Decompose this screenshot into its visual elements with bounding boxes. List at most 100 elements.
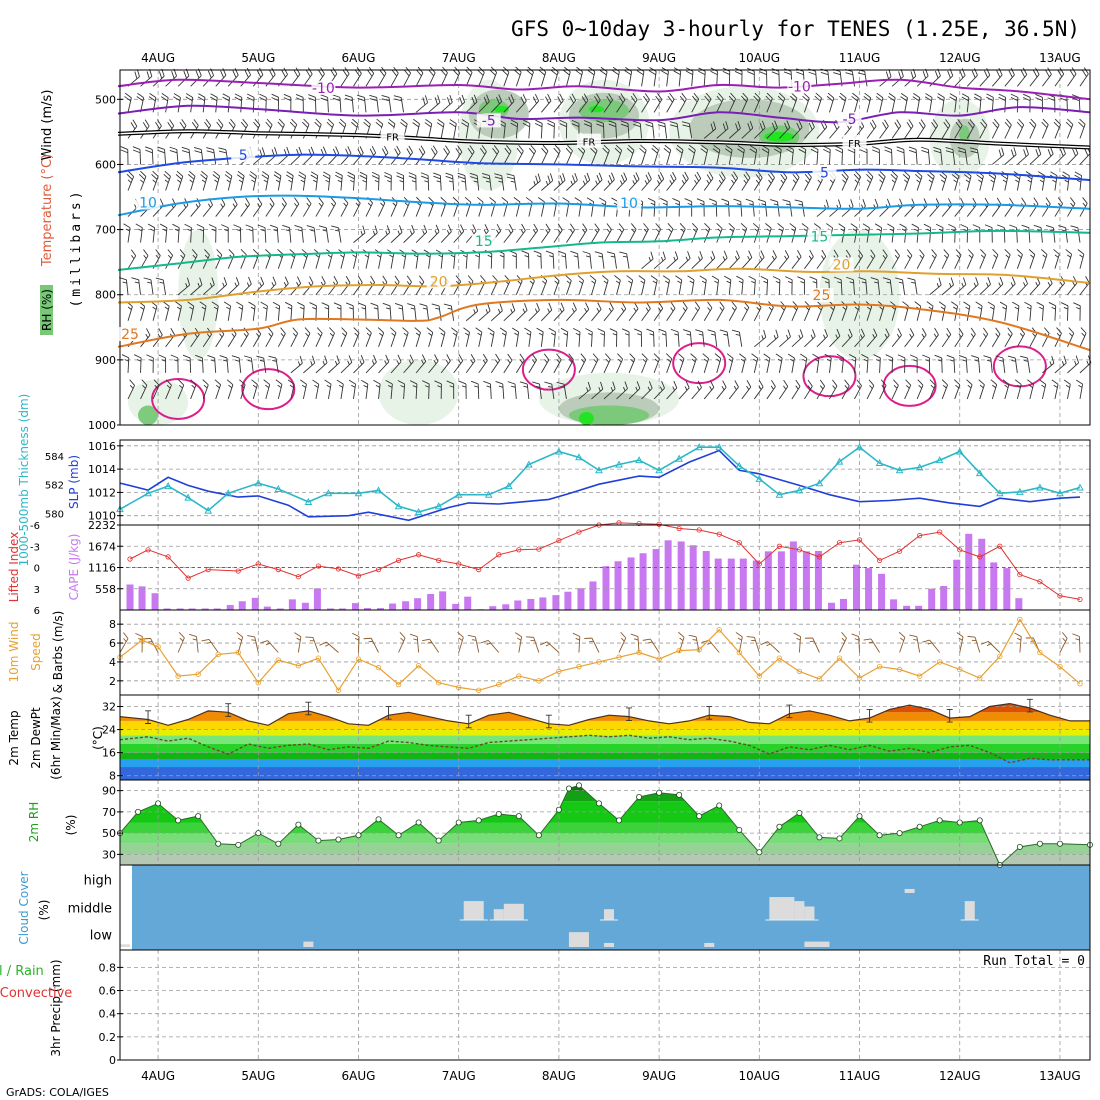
upper-wind-barb-362 [465, 353, 476, 374]
upper-wind-barb-518-staff [616, 359, 624, 374]
upper-wind-barb-21-staff [138, 279, 141, 295]
upper-wind-barb-348-halffeather [452, 332, 457, 336]
upper-wind-barb-363-feather-0 [458, 380, 467, 385]
upper-wind-barb-657 [753, 250, 765, 269]
upper-wind-barb-566-feather-0 [674, 251, 679, 259]
upper-wind-barb-152 [260, 301, 268, 321]
upper-wind-barb-538-staff [641, 201, 644, 217]
upper-wind-barb-271-halffeather [384, 360, 387, 365]
cape-bar-6 [201, 608, 209, 610]
upper-wind-barb-826-staff [916, 255, 925, 269]
upper-wind-barb-610-halffeather [709, 386, 713, 391]
upper-wind-barb-590-halffeather [687, 202, 692, 206]
upper-wind-barb-885 [973, 93, 982, 113]
upper-wind-barb-200 [315, 197, 324, 217]
upper-wind-barb-578-feather-0 [679, 223, 686, 230]
upper-wind-barb-256-feather-0 [358, 302, 366, 307]
wind-point-36 [836, 655, 843, 661]
upper-wind-barb-370-feather-0 [484, 224, 489, 232]
upper-wind-barb-30-feather-0 [152, 170, 159, 177]
upper-wind-barb-307-feather-0 [419, 275, 425, 283]
upper-wind-barb-903 [984, 224, 993, 243]
upper-wind-barb-100-staff [215, 305, 219, 321]
upper-wind-barb-403-staff [515, 71, 522, 87]
upper-wind-barb-67-feather-0 [193, 119, 199, 126]
upper-wind-barb-91-feather-1 [220, 70, 225, 78]
upper-wind-barb-321 [419, 303, 430, 321]
upper-wind-barb-252-halffeather [367, 202, 372, 207]
upper-wind-barb-153 [265, 327, 274, 348]
upper-wind-barb-167 [268, 355, 279, 373]
cape-bar-14 [301, 602, 309, 610]
upper-wind-barb-807-feather-1 [900, 96, 908, 102]
upper-wind-barb-890-feather-0 [972, 224, 980, 229]
upper-wind-barb-43 [163, 170, 171, 191]
upper-wind-barb-464-feather-0 [572, 302, 577, 310]
upper-wind-barb-971-staff [1054, 305, 1057, 321]
upper-wind-barb-895-staff [978, 357, 981, 373]
upper-wind-barb-698-halffeather [793, 306, 797, 311]
upper-wind-barb-474-staff [578, 229, 588, 243]
upper-wind-barb-681-halffeather [773, 203, 779, 206]
wind10m-barb-7 [247, 635, 259, 653]
upper-wind-barb-148-staff [265, 203, 275, 217]
upper-wind-barb-792-halffeather [881, 385, 886, 389]
upper-wind-barb-722 [816, 249, 827, 269]
upper-wind-barb-984-halffeather [1063, 307, 1069, 310]
rh-point-14 [395, 832, 402, 839]
upper-wind-barb-39 [165, 68, 177, 87]
upper-wind-barb-124-feather-0 [240, 249, 247, 256]
upper-wind-barb-564 [660, 197, 668, 217]
wind10m-barb-33-feather-0 [760, 641, 768, 646]
thickness-point-2 [164, 482, 172, 490]
upper-wind-barb-615-feather-0 [720, 171, 726, 179]
upper-wind-barb-332-halffeather [438, 254, 443, 258]
wind10m-barb-29-halffeather [692, 639, 697, 641]
upper-wind-barb-181-halffeather [289, 384, 294, 388]
upper-wind-barb-228-staff [340, 254, 346, 269]
upper-wind-barb-244-feather-0 [353, 327, 360, 334]
lifted-point-4 [205, 567, 211, 573]
upper-wind-barb-935-feather-0 [1014, 379, 1022, 385]
upper-wind-barb-115-feather-0 [219, 355, 228, 359]
cape-bar-30 [502, 604, 510, 610]
upper-wind-barb-624-feather-1 [722, 70, 730, 75]
upper-wind-barb-597 [691, 380, 702, 400]
upper-wind-barb-823-halffeather [916, 179, 921, 183]
upper-wind-barb-537-staff [641, 178, 652, 191]
lifted-point-1 [145, 547, 151, 553]
upper-wind-barb-402-staff [502, 383, 505, 399]
upper-wind-barb-428-staff [526, 383, 530, 399]
upper-wind-barb-40-feather-0 [161, 93, 169, 98]
upper-wind-barb-977 [1065, 118, 1074, 139]
upper-wind-barb-8-halffeather [122, 281, 127, 284]
rh-point-32 [736, 826, 743, 833]
rh-point-20 [515, 813, 522, 820]
upper-wind-barb-551 [647, 197, 656, 217]
upper-wind-barb-102-staff [214, 357, 217, 373]
upper-wind-barb-854-staff [941, 306, 946, 321]
upper-wind-barb-522-feather-0 [620, 120, 629, 124]
upper-wind-barb-629-feather-0 [721, 198, 729, 203]
upper-wind-barb-452-staff [553, 331, 556, 347]
upper-wind-barb-260-feather-1 [379, 69, 385, 77]
upper-wind-barb-521-feather-0 [632, 93, 638, 101]
thickness-point-22 [615, 460, 623, 468]
upper-wind-barb-574-feather-0 [669, 121, 678, 124]
lifted-point-40 [937, 529, 943, 535]
upper-wind-barb-954-feather-0 [1045, 197, 1051, 205]
upper-wind-barb-471-feather-1 [577, 147, 584, 154]
upper-wind-barb-668-staff [764, 201, 768, 217]
upper-wind-barb-420-halffeather [533, 180, 536, 186]
upper-wind-barb-997-feather-0 [1073, 302, 1081, 307]
upper-wind-barb-147-feather-1 [261, 174, 269, 180]
upper-wind-barb-944-halffeather [1035, 282, 1039, 287]
upper-wind-barb-335-staff [440, 332, 446, 347]
upper-wind-barb-881-feather-0 [970, 327, 976, 335]
upper-wind-barb-762 [846, 276, 855, 295]
cloud-block-middle-2 [503, 903, 524, 920]
upper-wind-barb-32-halffeather [150, 228, 155, 232]
upper-wind-barb-330-feather-0 [440, 196, 447, 203]
upper-wind-barb-427 [528, 353, 537, 374]
upper-wind-barb-793-feather-1 [898, 71, 902, 79]
